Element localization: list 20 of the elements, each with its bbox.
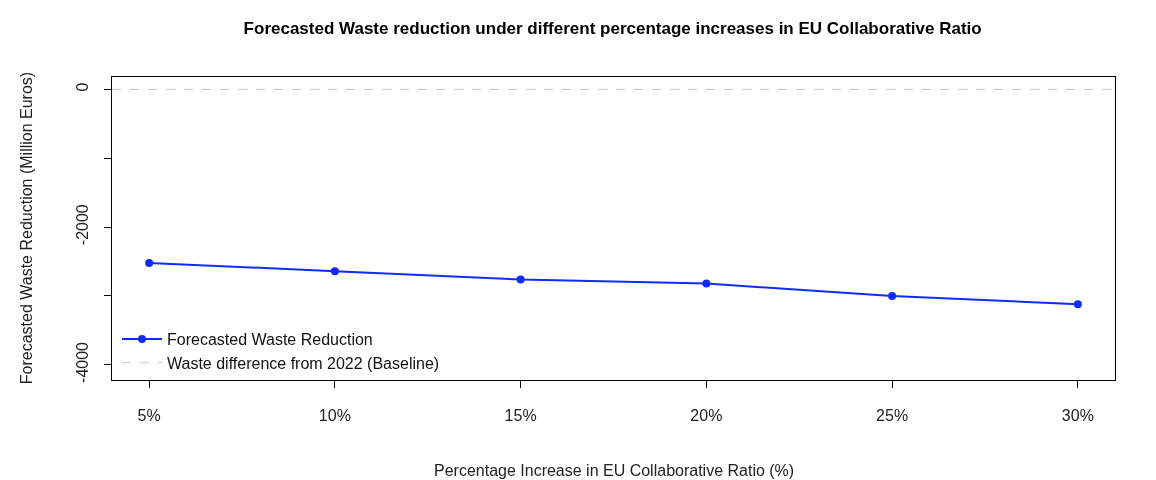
point: [1073, 300, 1082, 309]
x-tick-label: 10%: [318, 407, 351, 425]
x-tick-label: 15%: [504, 407, 537, 425]
y-tick-label: 0: [73, 82, 91, 92]
x-tick-label: 5%: [137, 407, 161, 425]
x-tick-label: 20%: [690, 407, 723, 425]
y-tick-label: -4000: [73, 341, 91, 383]
x-tick-label: 30%: [1061, 407, 1094, 425]
point: [145, 258, 154, 267]
point: [702, 279, 711, 288]
y-tick-label: -2000: [73, 204, 91, 246]
legend-label: Forecasted Waste Reduction: [167, 331, 373, 349]
x-axis-title: Percentage Increase in EU Collaborative Ratio (%): [434, 462, 795, 479]
chart-title: Forecasted Waste reduction under different percentage increases in EU Collaborative Ratio: [243, 18, 982, 38]
point: [330, 267, 339, 276]
x-tick-label: 25%: [876, 407, 909, 425]
y-axis-title: Forecasted Waste Reduction (Million Euros): [18, 71, 36, 385]
legend-label: Waste difference from 2022 (Baseline): [167, 354, 440, 372]
point: [516, 275, 525, 284]
point: [888, 291, 897, 300]
